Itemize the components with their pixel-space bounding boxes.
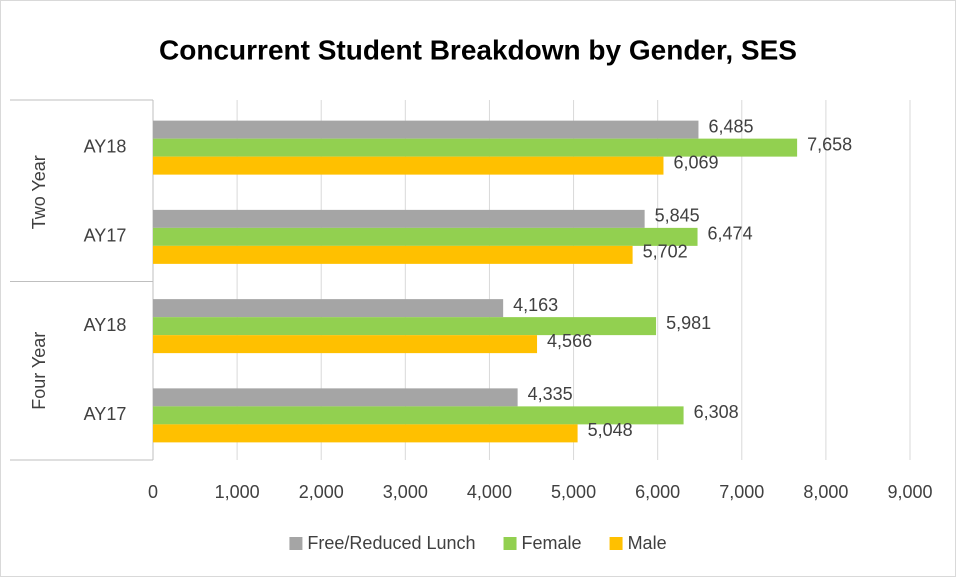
group-label: Two Year [29, 155, 49, 229]
x-tick-label: 3,000 [383, 482, 428, 502]
x-tick-label: 4,000 [467, 482, 512, 502]
legend-label: Female [522, 533, 582, 553]
category-label: AY17 [84, 404, 127, 424]
data-label: 5,048 [588, 420, 633, 440]
category-label: AY18 [84, 136, 127, 156]
bar [153, 299, 504, 318]
x-tick-label: 1,000 [215, 482, 260, 502]
bar [153, 245, 633, 264]
data-label: 5,845 [655, 206, 700, 226]
data-label: 7,658 [807, 134, 852, 154]
bar [153, 406, 684, 425]
bar [153, 120, 699, 139]
bar [153, 209, 645, 228]
x-tick-label: 8,000 [803, 482, 848, 502]
legend-label: Male [628, 533, 667, 553]
x-tick-label: 0 [148, 482, 158, 502]
legend: Free/Reduced Lunch Female Male [289, 533, 667, 553]
x-tick-label: 7,000 [719, 482, 764, 502]
data-label: 5,981 [666, 313, 711, 333]
bar [153, 335, 538, 354]
bar [153, 424, 578, 443]
bar [153, 388, 518, 407]
x-tick-label: 6,000 [635, 482, 680, 502]
legend-label: Free/Reduced Lunch [307, 533, 475, 553]
x-tick-label: 2,000 [299, 482, 344, 502]
data-label: 6,308 [694, 402, 739, 422]
x-tick-label: 5,000 [551, 482, 596, 502]
data-label: 5,702 [643, 242, 688, 262]
category-label: AY17 [84, 226, 127, 246]
legend-swatch [609, 537, 623, 550]
category-label: AY18 [84, 315, 127, 335]
data-label: 6,485 [708, 116, 753, 136]
bar [153, 317, 657, 336]
data-label: 4,163 [513, 295, 558, 315]
data-label: 4,335 [528, 384, 573, 404]
data-label: 6,069 [673, 152, 718, 172]
data-label: 4,566 [547, 331, 592, 351]
x-tick-label: 9,000 [887, 482, 932, 502]
group-label: Four Year [29, 332, 49, 410]
legend-swatch [289, 537, 303, 550]
bar [153, 227, 698, 246]
legend-swatch [503, 537, 517, 550]
bar [153, 156, 664, 175]
data-label: 6,474 [708, 224, 753, 244]
bar [153, 138, 798, 157]
chart-title: Concurrent Student Breakdown by Gender, … [159, 34, 797, 65]
